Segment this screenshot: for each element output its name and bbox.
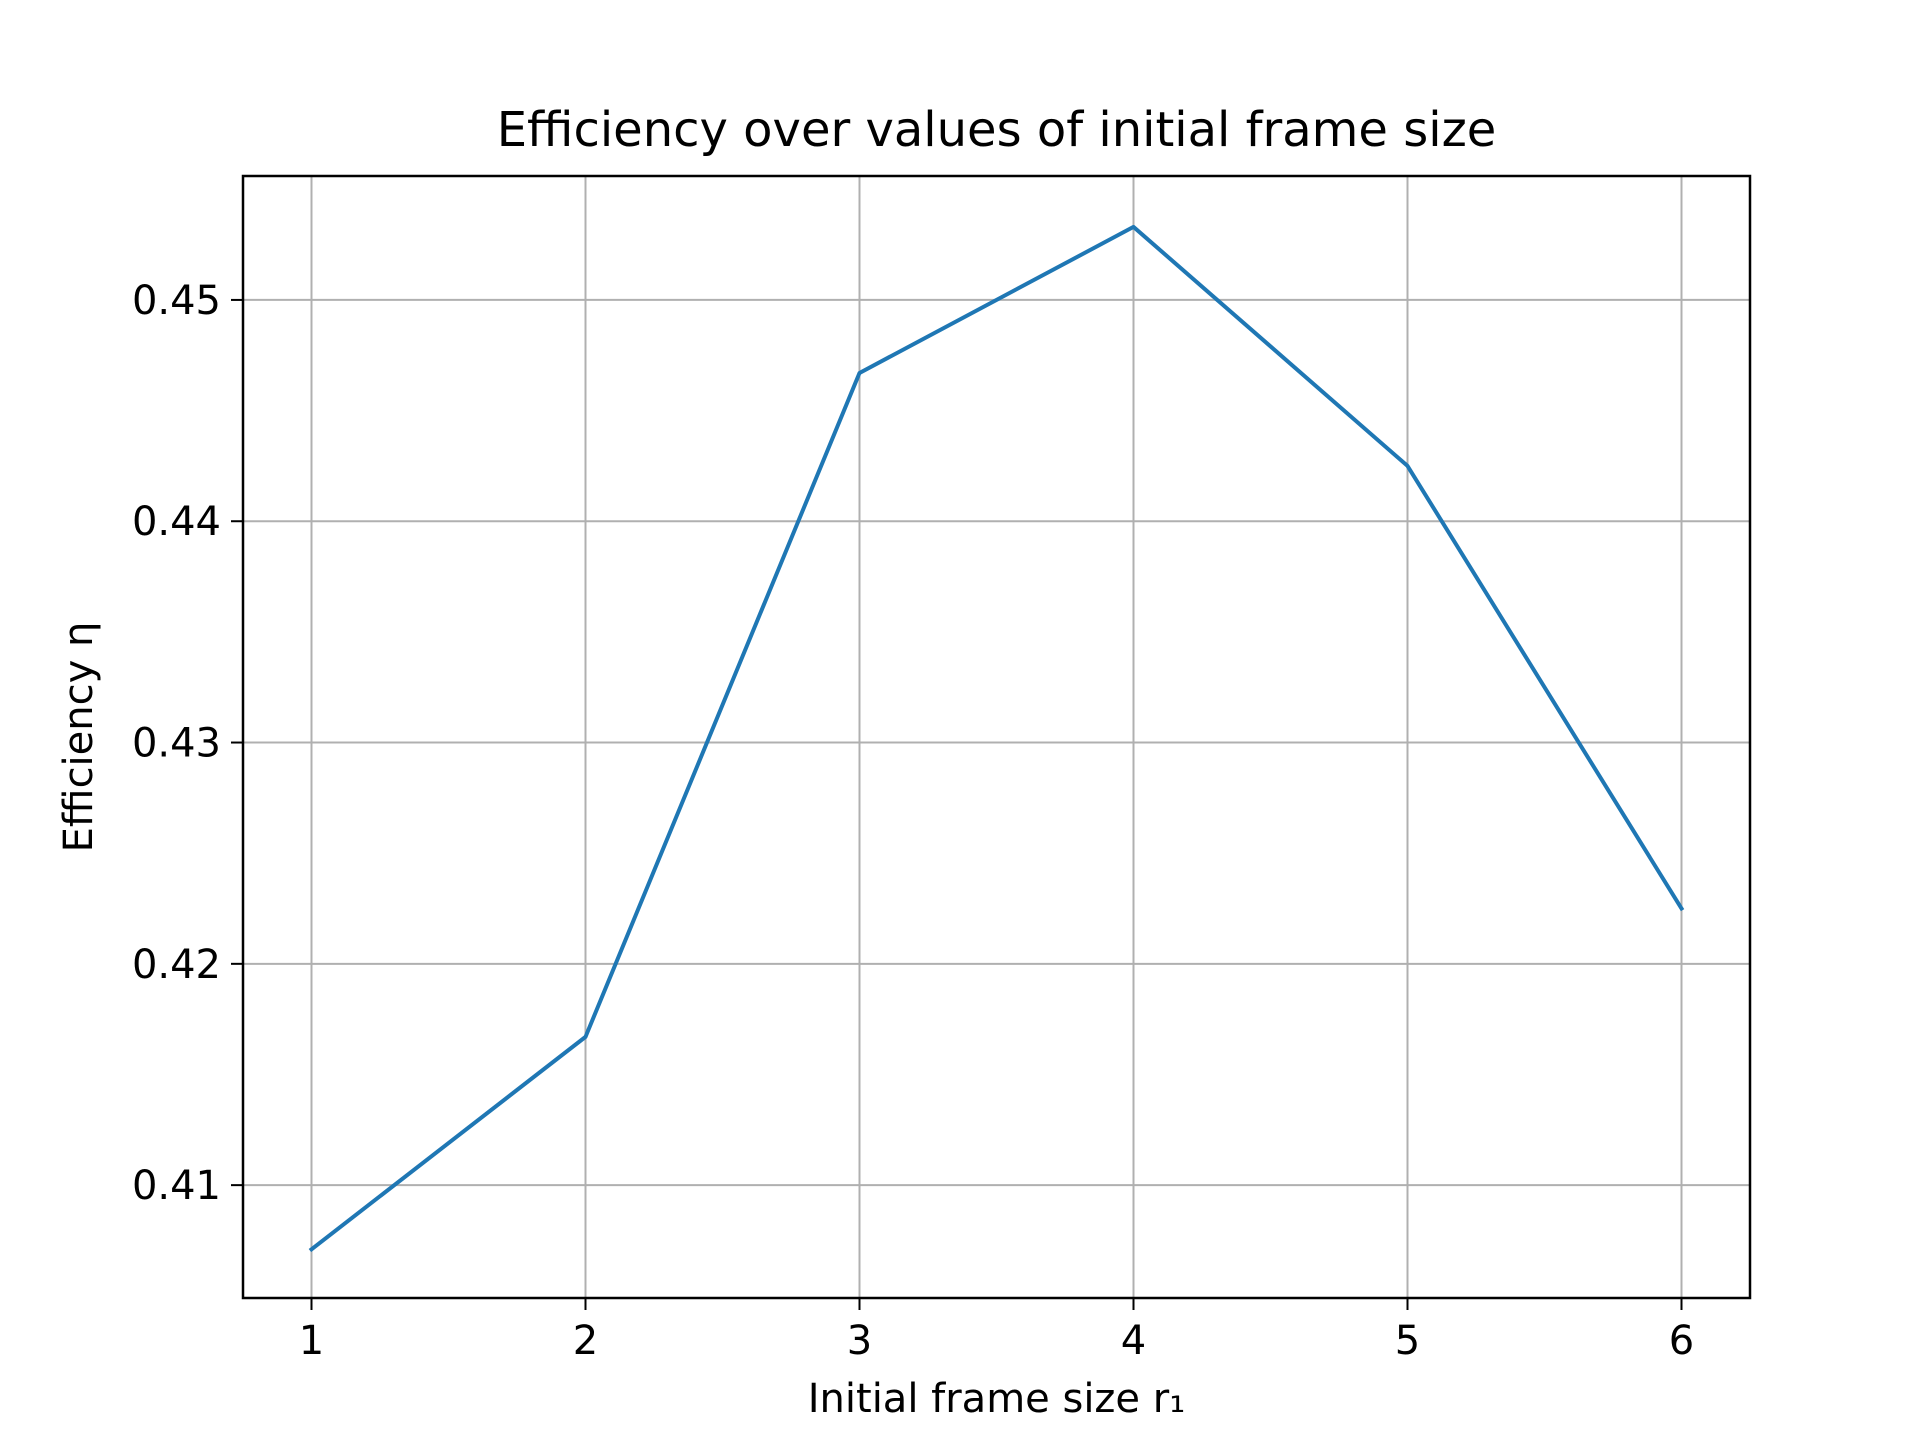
y-tick-label: 0.42 — [132, 942, 221, 988]
y-tick-label: 0.41 — [132, 1163, 221, 1209]
x-tick-label: 2 — [573, 1318, 598, 1364]
ticks: 1 2 3 4 5 6 0.41 0.42 0.43 0.44 0.45 — [132, 278, 1694, 1364]
y-tick-label: 0.45 — [132, 278, 221, 324]
x-tick-label: 4 — [1121, 1318, 1146, 1364]
x-tick-label: 6 — [1669, 1318, 1694, 1364]
series-line — [308, 224, 1685, 1253]
x-tick-label: 1 — [299, 1318, 324, 1364]
plot-area-frame — [241, 174, 1752, 1300]
chart-title: Efficiency over values of initial frame … — [497, 102, 1497, 158]
y-tick-label: 0.43 — [132, 721, 221, 767]
x-tick-label: 5 — [1395, 1318, 1420, 1364]
series-layer — [308, 224, 1685, 1253]
x-axis-title: Initial frame size r₁ — [808, 1376, 1185, 1422]
grid-lines — [243, 176, 1750, 1298]
y-tick-label: 0.44 — [132, 499, 221, 545]
y-axis-title: Efficiency η — [56, 622, 102, 853]
x-tick-label: 3 — [847, 1318, 872, 1364]
